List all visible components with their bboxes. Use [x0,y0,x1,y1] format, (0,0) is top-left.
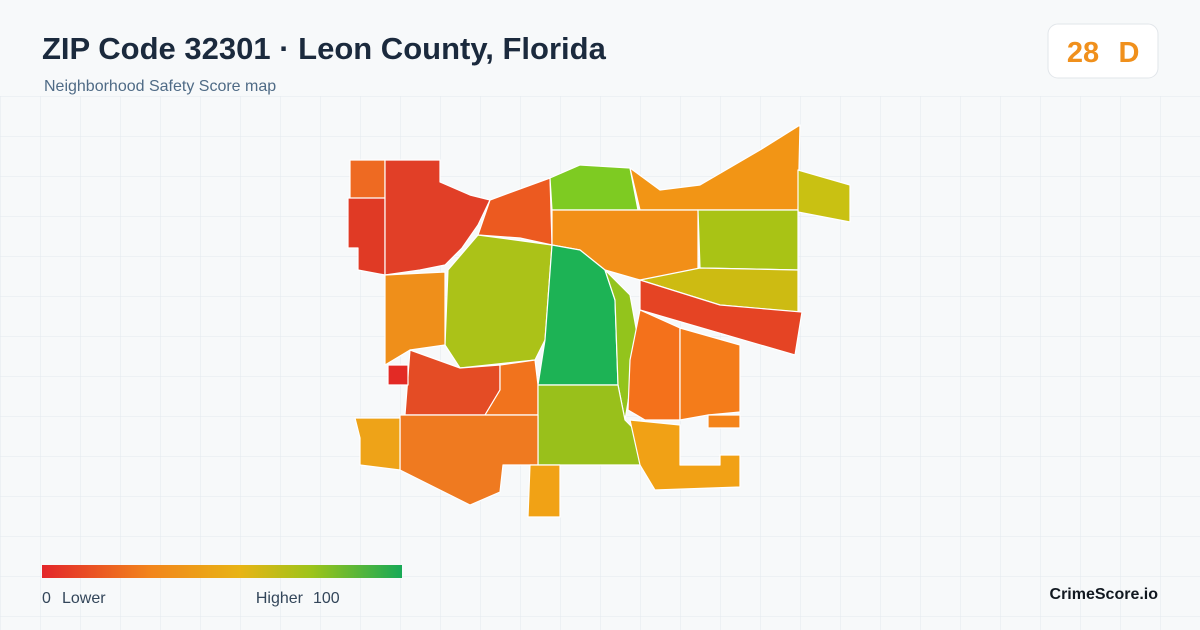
legend-scale [42,565,402,578]
neighborhood [387,364,409,386]
neighborhood [477,177,553,246]
neighborhood [349,159,386,201]
neighborhood [527,464,561,518]
legend-max: 100 [313,590,340,607]
neighborhood [797,169,851,223]
neighborhood [679,327,741,421]
neighborhood [384,271,446,366]
neighborhood [707,414,741,429]
neighborhood [639,279,803,356]
neighborhood [399,414,539,506]
neighborhood [697,209,799,271]
neighborhood [384,159,491,276]
brand: CrimeScore.io [1050,586,1159,603]
legend-min-label: Lower [62,590,106,607]
subtitle: Neighborhood Safety Score map [44,78,276,95]
score-value: 28 [1067,37,1099,69]
neighborhood [444,234,553,369]
legend-min: 0 [42,590,51,607]
score-grade: D [1119,37,1140,69]
neighborhood [354,417,401,471]
neighborhood [629,419,741,491]
neighborhood [549,164,639,211]
title: ZIP Code 32301 · Leon County, Florida [42,31,607,66]
legend-max-label: Higher [256,590,304,607]
score-badge [1047,23,1159,79]
neighborhood-map [347,124,851,518]
